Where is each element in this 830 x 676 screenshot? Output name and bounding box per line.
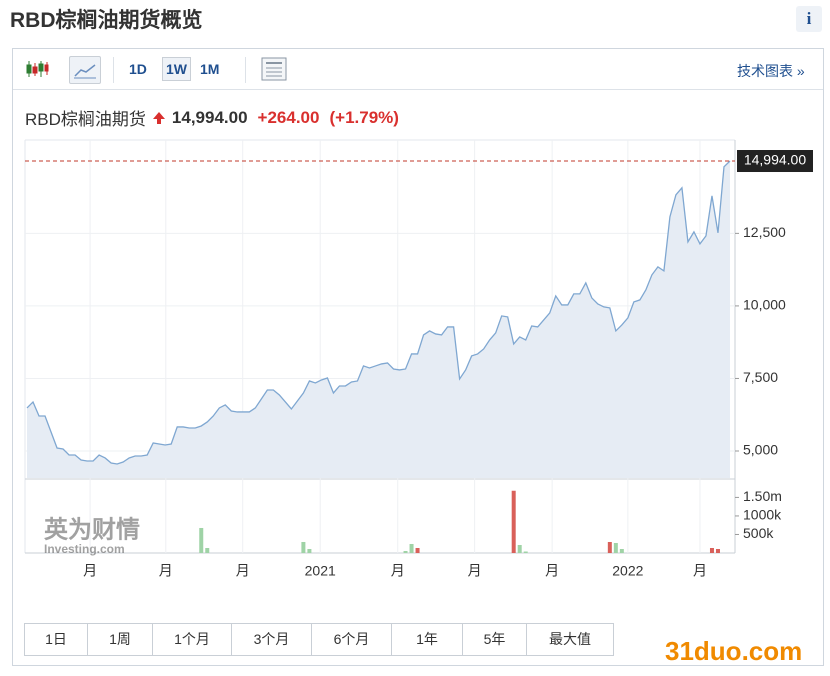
volume-bar: [709, 547, 714, 553]
y-tick-label: 12,500: [743, 224, 786, 240]
last-price-box: [737, 150, 813, 173]
brand: 31duo.com: [665, 636, 803, 666]
chart: 月 月 月 2021 月 月 月 2022 月 5,000 7,500 10,000 12,500 500…: [24, 139, 813, 579]
range-button[interactable]: 3个月: [231, 623, 312, 656]
range-button[interactable]: 6个月: [311, 623, 392, 656]
price-line: [26, 160, 731, 465]
x-tick-label: 月: [693, 563, 707, 579]
separator: [113, 57, 114, 83]
last-price: 14,994.00: [171, 107, 248, 127]
volume-bar: [715, 548, 720, 553]
info-button[interactable]: i: [796, 6, 822, 32]
x-tick-label: 月: [545, 563, 559, 579]
candle-icon[interactable]: [25, 59, 49, 79]
toolbar: 1D 1W 1M 技术图表 »: [13, 49, 823, 90]
volume-bar: [409, 543, 414, 553]
range-button[interactable]: 1个月: [152, 623, 232, 656]
volume-bar: [205, 547, 210, 553]
range-button[interactable]: 1年: [391, 623, 463, 656]
y-tick-label: 10,000: [743, 297, 786, 313]
volume-bar: [301, 541, 306, 553]
line-icon[interactable]: [69, 56, 101, 84]
separator: [245, 57, 246, 83]
x-tick-label: 月: [159, 563, 173, 579]
range-button[interactable]: 1日: [24, 623, 88, 656]
title: RBD棕榈油期货概览: [10, 9, 203, 32]
volume-bar: [523, 551, 528, 553]
range-button[interactable]: 5年: [462, 623, 527, 656]
volume-bar: [415, 547, 420, 553]
change: +264.00: [257, 107, 320, 127]
volume-bar: [517, 544, 522, 553]
last-price-label: 14,994.00: [744, 152, 806, 168]
volume-tick-label: 500k: [743, 525, 774, 541]
interval-button[interactable]: 1D: [129, 61, 147, 77]
volume-bar: [403, 550, 408, 553]
x-tick-label: 2022: [612, 563, 643, 579]
x-tick-label: 月: [236, 563, 250, 579]
watermark-cn: 英为财情: [44, 516, 140, 543]
volume-tick-label: 1.50m: [743, 488, 782, 504]
volume-bar: [511, 490, 516, 553]
tech-chart-link[interactable]: 技术图表 »: [737, 63, 805, 79]
up-arrow: [152, 111, 165, 124]
watermark-en: Investing.com: [44, 542, 125, 556]
range-button[interactable]: 1周: [87, 623, 153, 656]
quote-header: RBD棕榈油期货 14,994.00 +264.00 (+1.79%): [25, 105, 399, 130]
volume-bar: [607, 541, 612, 553]
range-buttons: 1日 1周 1个月 3个月 6个月 1年 5年 最大值: [24, 623, 614, 656]
change-percent: (+1.79%): [329, 107, 399, 127]
price-area: [27, 161, 730, 478]
table-icon[interactable]: [261, 57, 287, 81]
instrument-name: RBD棕榈油期货: [25, 110, 146, 129]
volume-bar: [619, 548, 624, 553]
volume-bar: [613, 542, 618, 553]
x-tick-label: 月: [468, 563, 482, 579]
interval-button[interactable]: 1M: [200, 61, 220, 77]
volume-bar: [199, 527, 204, 553]
y-tick-label: 5,000: [743, 442, 778, 458]
volume-bar: [307, 548, 312, 553]
volume-tick-label: 1000k: [743, 507, 782, 523]
x-tick-label: 月: [391, 563, 405, 579]
x-tick-label: 月: [83, 563, 97, 579]
interval-button[interactable]: 1W: [162, 57, 191, 81]
y-tick-label: 7,500: [743, 369, 778, 385]
panel: [12, 48, 824, 666]
watermark: 英为财情 Investing.com: [44, 516, 140, 556]
x-tick-label: 2021: [305, 563, 336, 579]
range-button[interactable]: 最大值: [526, 623, 614, 656]
